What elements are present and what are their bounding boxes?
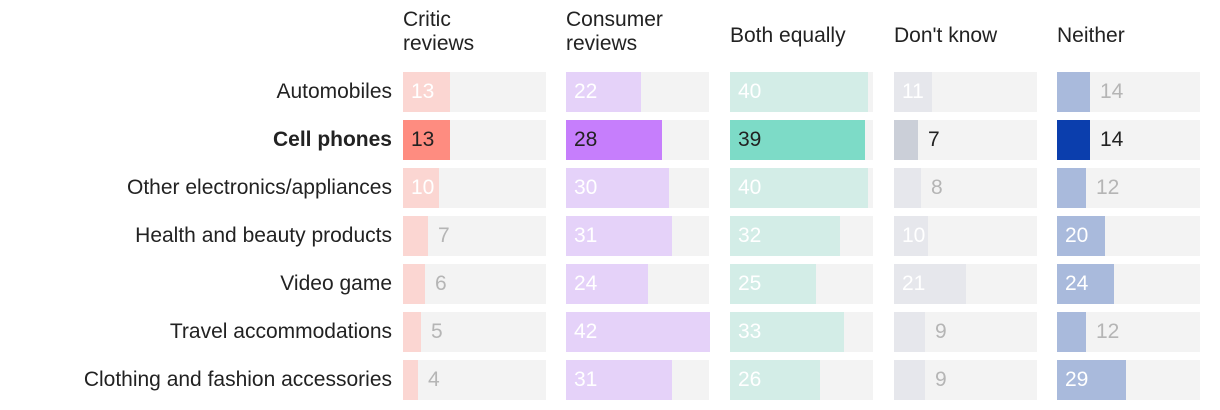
bar-critic-reviews-automobiles [403,72,450,112]
value-label-critic-reviews-other-electronics-appliances: 10 [411,176,435,199]
bar-critic-reviews-clothing-and-fashion-accessories [403,360,418,400]
value-label-don-t-know-health-and-beauty-products: 10 [902,224,926,247]
row-label-video-game: Video game [280,272,392,295]
value-label-both-equally-automobiles: 40 [738,80,762,103]
value-label-neither-travel-accommodations: 12 [1096,320,1120,343]
bar-don-t-know-video-game [894,264,966,304]
bar-critic-reviews-travel-accommodations [403,312,421,352]
bar-neither-cell-phones [1057,120,1090,160]
bar-both-equally-cell-phones [730,120,865,160]
bar-neither-video-game [1057,264,1114,304]
bar-consumer-reviews-automobiles [566,72,641,112]
value-label-both-equally-cell-phones: 39 [738,128,762,151]
value-label-don-t-know-other-electronics-appliances: 8 [931,176,943,199]
value-label-consumer-reviews-health-and-beauty-products: 31 [574,224,598,247]
bar-critic-reviews-cell-phones [403,120,450,160]
bar-don-t-know-clothing-and-fashion-accessories [894,360,925,400]
value-label-critic-reviews-automobiles: 13 [411,80,435,103]
bar-don-t-know-cell-phones [894,120,918,160]
value-label-neither-health-and-beauty-products: 20 [1065,224,1089,247]
bar-neither-travel-accommodations [1057,312,1086,352]
value-label-both-equally-other-electronics-appliances: 40 [738,176,762,199]
column-header-both-equally: Both equally [730,24,846,47]
value-label-critic-reviews-clothing-and-fashion-accessories: 4 [428,368,440,391]
value-label-consumer-reviews-video-game: 24 [574,272,598,295]
value-label-consumer-reviews-cell-phones: 28 [574,128,598,151]
bar-critic-reviews-video-game [403,264,425,304]
value-label-neither-automobiles: 14 [1100,80,1124,103]
row-label-travel-accommodations: Travel accommodations [169,320,392,343]
bar-consumer-reviews-health-and-beauty-products [566,216,672,256]
row-label-clothing-and-fashion-accessories: Clothing and fashion accessories [83,368,392,391]
value-label-don-t-know-video-game: 21 [902,272,926,295]
bar-neither-automobiles [1057,72,1090,112]
bar-neither-other-electronics-appliances [1057,168,1086,208]
value-label-both-equally-clothing-and-fashion-accessories: 26 [738,368,762,391]
bar-don-t-know-health-and-beauty-products [894,216,928,256]
value-label-both-equally-health-and-beauty-products: 32 [738,224,762,247]
row-label-automobiles: Automobiles [276,80,392,103]
bar-track [403,360,546,400]
column-header-critic-reviews: Critic reviews [403,8,475,55]
value-label-neither-clothing-and-fashion-accessories: 29 [1065,368,1089,391]
bar-consumer-reviews-other-electronics-appliances [566,168,669,208]
value-label-neither-other-electronics-appliances: 12 [1096,176,1120,199]
value-label-neither-video-game: 24 [1065,272,1089,295]
bar-both-equally-clothing-and-fashion-accessories [730,360,820,400]
value-label-consumer-reviews-other-electronics-appliances: 30 [574,176,598,199]
bar-neither-clothing-and-fashion-accessories [1057,360,1126,400]
value-label-consumer-reviews-automobiles: 22 [574,80,598,103]
bar-critic-reviews-other-electronics-appliances [403,168,439,208]
bar-both-equally-travel-accommodations [730,312,844,352]
value-label-critic-reviews-travel-accommodations: 5 [431,320,443,343]
value-label-don-t-know-automobiles: 11 [902,80,924,103]
value-label-don-t-know-travel-accommodations: 9 [935,320,947,343]
bar-consumer-reviews-travel-accommodations [566,312,710,352]
column-header-consumer-reviews: Consumer reviews [566,8,663,55]
bar-consumer-reviews-cell-phones [566,120,662,160]
bar-both-equally-other-electronics-appliances [730,168,868,208]
column-header-don-t-know: Don't know [894,24,998,47]
row-label-health-and-beauty-products: Health and beauty products [135,224,392,247]
value-label-consumer-reviews-travel-accommodations: 42 [574,320,598,343]
bar-track [403,312,546,352]
value-label-both-equally-travel-accommodations: 33 [738,320,762,343]
value-label-critic-reviews-health-and-beauty-products: 7 [438,224,450,247]
bar-don-t-know-automobiles [894,72,932,112]
value-label-neither-cell-phones: 14 [1100,128,1124,151]
row-label-cell-phones: Cell phones [272,128,392,151]
bar-don-t-know-other-electronics-appliances [894,168,921,208]
value-label-consumer-reviews-clothing-and-fashion-accessories: 31 [574,368,598,391]
row-label-other-electronics-appliances: Other electronics/appliances [127,176,392,199]
bar-critic-reviews-health-and-beauty-products [403,216,428,256]
bar-neither-health-and-beauty-products [1057,216,1105,256]
bar-both-equally-automobiles [730,72,868,112]
value-label-critic-reviews-video-game: 6 [435,272,447,295]
bar-consumer-reviews-video-game [566,264,648,304]
value-label-both-equally-video-game: 25 [738,272,762,295]
column-header-neither: Neither [1057,24,1125,47]
bar-consumer-reviews-clothing-and-fashion-accessories [566,360,672,400]
bar-don-t-know-travel-accommodations [894,312,925,352]
value-label-don-t-know-cell-phones: 7 [928,128,940,151]
value-label-critic-reviews-cell-phones: 13 [411,128,435,151]
value-label-don-t-know-clothing-and-fashion-accessories: 9 [935,368,947,391]
bar-both-equally-health-and-beauty-products [730,216,840,256]
bar-both-equally-video-game [730,264,816,304]
bar-track [403,264,546,304]
